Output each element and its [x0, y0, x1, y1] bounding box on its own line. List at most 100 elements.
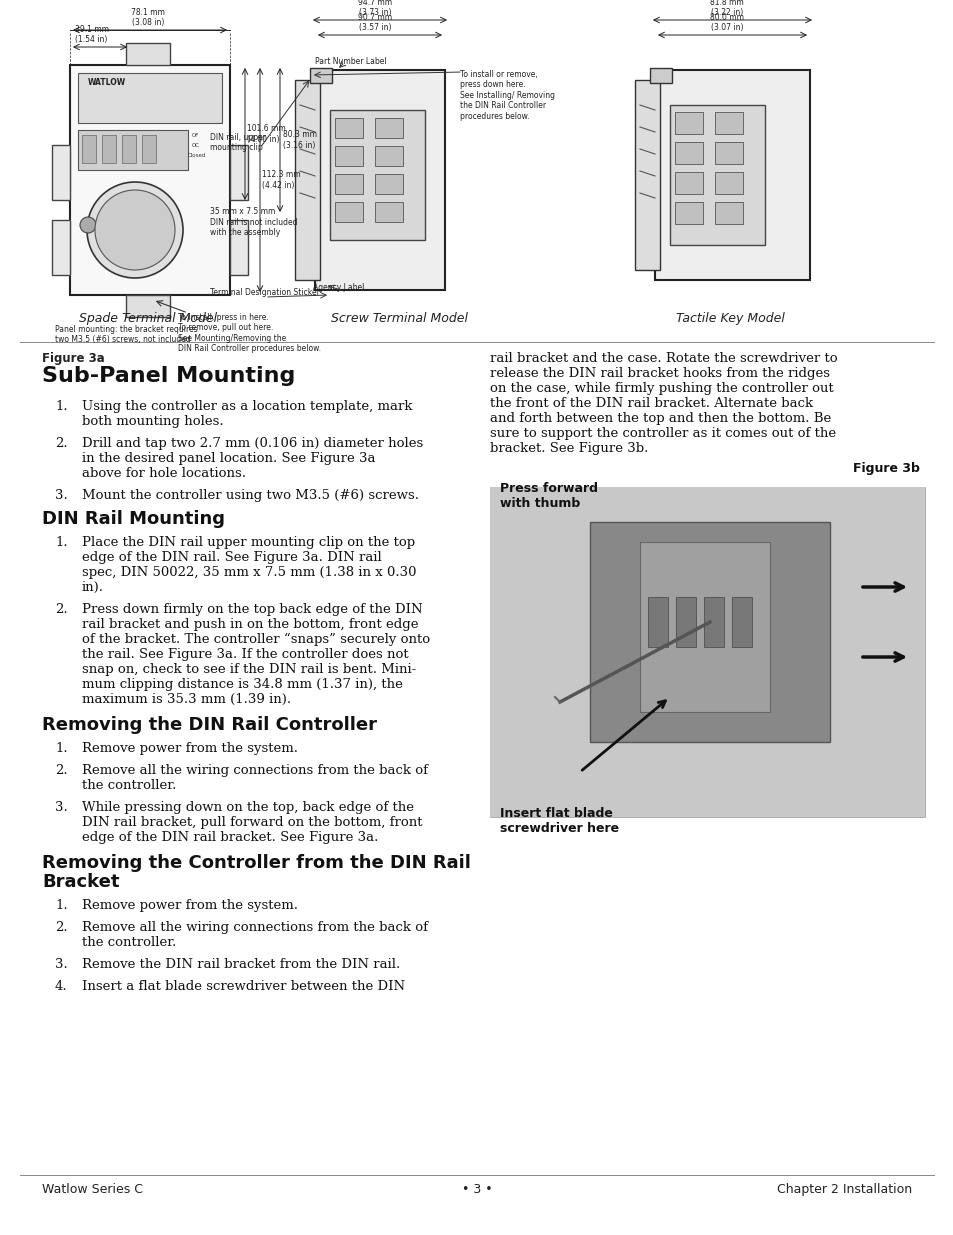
Text: 1.: 1. [55, 400, 68, 412]
FancyBboxPatch shape [669, 105, 764, 245]
Text: WATLOW: WATLOW [88, 78, 126, 86]
Text: 81.8 mm
(3.22 in): 81.8 mm (3.22 in) [709, 0, 743, 17]
FancyBboxPatch shape [126, 295, 170, 317]
Text: release the DIN rail bracket hooks from the ridges: release the DIN rail bracket hooks from … [490, 367, 829, 380]
FancyBboxPatch shape [82, 135, 96, 163]
Text: Screw Terminal Model: Screw Terminal Model [331, 312, 468, 325]
Text: 112.3 mm
(4.42 in): 112.3 mm (4.42 in) [262, 170, 300, 190]
Text: Tactile Key Model: Tactile Key Model [675, 312, 783, 325]
Text: bracket. See Figure 3b.: bracket. See Figure 3b. [490, 442, 648, 454]
Text: 3.: 3. [55, 802, 68, 814]
Text: Removing the DIN Rail Controller: Removing the DIN Rail Controller [42, 716, 376, 734]
Text: Watlow Series C: Watlow Series C [42, 1183, 143, 1195]
FancyBboxPatch shape [52, 220, 70, 275]
Text: rail bracket and push in on the bottom, front edge: rail bracket and push in on the bottom, … [82, 618, 418, 631]
Text: Remove power from the system.: Remove power from the system. [82, 742, 297, 755]
FancyBboxPatch shape [714, 203, 742, 224]
Text: spec, DIN 50022, 35 mm x 7.5 mm (1.38 in x 0.30: spec, DIN 50022, 35 mm x 7.5 mm (1.38 in… [82, 566, 416, 579]
FancyBboxPatch shape [639, 542, 769, 713]
Text: 2.: 2. [55, 603, 68, 616]
Text: Terminal Designation Sticker: Terminal Designation Sticker [210, 288, 319, 296]
FancyBboxPatch shape [52, 144, 70, 200]
Text: Closed: Closed [188, 153, 206, 158]
FancyBboxPatch shape [126, 43, 170, 65]
Text: 3.: 3. [55, 489, 68, 501]
Text: rail bracket and the case. Rotate the screwdriver to: rail bracket and the case. Rotate the sc… [490, 352, 837, 366]
Text: Part Number Label: Part Number Label [314, 57, 386, 65]
FancyBboxPatch shape [122, 135, 136, 163]
Text: To install, press in here.
To remove, pull out here.
See Mounting/Removing the
D: To install, press in here. To remove, pu… [178, 312, 320, 353]
Text: mum clipping distance is 34.8 mm (1.37 in), the: mum clipping distance is 34.8 mm (1.37 i… [82, 678, 402, 692]
Text: Press down firmly on the top back edge of the DIN: Press down firmly on the top back edge o… [82, 603, 422, 616]
Text: Spade Terminal Model: Spade Terminal Model [79, 312, 217, 325]
Text: Using the controller as a location template, mark: Using the controller as a location templ… [82, 400, 412, 412]
Text: Mount the controller using two M3.5 (#6) screws.: Mount the controller using two M3.5 (#6)… [82, 489, 418, 501]
FancyBboxPatch shape [731, 597, 751, 647]
Text: edge of the DIN rail bracket. See Figure 3a.: edge of the DIN rail bracket. See Figure… [82, 831, 378, 844]
Circle shape [95, 190, 174, 270]
FancyBboxPatch shape [142, 135, 156, 163]
FancyBboxPatch shape [310, 68, 332, 83]
Text: 80.0 mm
(3.07 in): 80.0 mm (3.07 in) [709, 12, 743, 32]
FancyBboxPatch shape [714, 142, 742, 164]
FancyBboxPatch shape [375, 146, 402, 165]
Text: 1.: 1. [55, 536, 68, 550]
Text: Remove the DIN rail bracket from the DIN rail.: Remove the DIN rail bracket from the DIN… [82, 958, 400, 971]
FancyBboxPatch shape [675, 172, 702, 194]
Text: Chapter 2 Installation: Chapter 2 Installation [776, 1183, 911, 1195]
FancyBboxPatch shape [703, 597, 723, 647]
FancyBboxPatch shape [490, 487, 924, 818]
Text: and forth between the top and then the bottom. Be: and forth between the top and then the b… [490, 412, 830, 425]
FancyBboxPatch shape [70, 65, 230, 295]
Text: in).: in). [82, 580, 104, 594]
FancyBboxPatch shape [375, 119, 402, 138]
FancyBboxPatch shape [335, 174, 363, 194]
Text: Drill and tap two 2.7 mm (0.106 in) diameter holes: Drill and tap two 2.7 mm (0.106 in) diam… [82, 437, 423, 450]
Text: 35 mm x 7.5 mm
DIN rail is not included
with the assembly: 35 mm x 7.5 mm DIN rail is not included … [210, 207, 297, 237]
Text: 80.3 mm
(3.16 in): 80.3 mm (3.16 in) [283, 131, 316, 149]
FancyBboxPatch shape [647, 597, 667, 647]
Text: 1.: 1. [55, 742, 68, 755]
Text: maximum is 35.3 mm (1.39 in).: maximum is 35.3 mm (1.39 in). [82, 693, 291, 706]
FancyBboxPatch shape [335, 146, 363, 165]
Text: 4.: 4. [55, 981, 68, 993]
FancyBboxPatch shape [230, 144, 248, 200]
FancyBboxPatch shape [335, 203, 363, 222]
FancyBboxPatch shape [335, 119, 363, 138]
Text: sure to support the controller as it comes out of the: sure to support the controller as it com… [490, 427, 835, 440]
FancyBboxPatch shape [314, 70, 444, 290]
FancyBboxPatch shape [375, 174, 402, 194]
FancyBboxPatch shape [78, 73, 222, 124]
Text: DIN rail bracket, pull forward on the bottom, front: DIN rail bracket, pull forward on the bo… [82, 816, 422, 829]
Text: 94.7 mm
(3.73 in): 94.7 mm (3.73 in) [357, 0, 392, 17]
Text: 2.: 2. [55, 437, 68, 450]
Text: Press forward
with thumb: Press forward with thumb [499, 482, 598, 510]
Text: above for hole locations.: above for hole locations. [82, 467, 246, 480]
Text: the rail. See Figure 3a. If the controller does not: the rail. See Figure 3a. If the controll… [82, 648, 408, 661]
Text: Agency Label: Agency Label [313, 283, 364, 291]
Text: edge of the DIN rail. See Figure 3a. DIN rail: edge of the DIN rail. See Figure 3a. DIN… [82, 551, 381, 564]
Text: OF: OF [192, 133, 199, 138]
Text: Figure 3b: Figure 3b [852, 462, 919, 475]
FancyBboxPatch shape [635, 80, 659, 270]
Text: DIN Rail Mounting: DIN Rail Mounting [42, 510, 225, 529]
Text: Bracket: Bracket [42, 873, 119, 890]
FancyBboxPatch shape [675, 203, 702, 224]
Text: Remove all the wiring connections from the back of: Remove all the wiring connections from t… [82, 921, 428, 934]
Text: 3.: 3. [55, 958, 68, 971]
Text: Remove power from the system.: Remove power from the system. [82, 899, 297, 911]
Text: Insert flat blade
screwdriver here: Insert flat blade screwdriver here [499, 806, 618, 835]
FancyBboxPatch shape [676, 597, 696, 647]
Text: Place the DIN rail upper mounting clip on the top: Place the DIN rail upper mounting clip o… [82, 536, 415, 550]
Text: To install or remove,
press down here.
See Installing/ Removing
the DIN Rail Con: To install or remove, press down here. S… [459, 70, 555, 121]
Text: Removing the Controller from the DIN Rail: Removing the Controller from the DIN Rai… [42, 853, 471, 872]
Text: Panel mounting: the bracket requires
two M3.5 (#6) screws, not included: Panel mounting: the bracket requires two… [55, 325, 197, 345]
Text: While pressing down on the top, back edge of the: While pressing down on the top, back edg… [82, 802, 414, 814]
FancyBboxPatch shape [714, 172, 742, 194]
Text: 101.6 mm
(4.00 in): 101.6 mm (4.00 in) [247, 125, 286, 143]
Text: 2.: 2. [55, 764, 68, 777]
FancyBboxPatch shape [589, 522, 829, 742]
Text: 39.1 mm
(1.54 in): 39.1 mm (1.54 in) [75, 25, 109, 44]
FancyBboxPatch shape [375, 203, 402, 222]
Text: DIN rail, upper
mounting clip: DIN rail, upper mounting clip [210, 132, 266, 152]
